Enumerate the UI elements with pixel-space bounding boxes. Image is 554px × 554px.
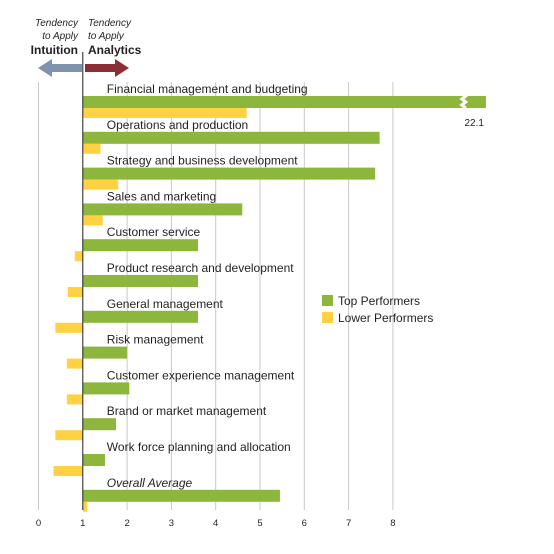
category-labels: Financial management and budgeting Operat… <box>107 82 308 490</box>
top-performers-bar <box>82 346 128 359</box>
direction-header: Tendency to Apply Intuition Tendency to … <box>31 18 142 77</box>
axis-break-value-label: 22.1 <box>464 118 484 129</box>
category-label: Work force planning and allocation <box>107 440 291 454</box>
legend-entry-label: Top Performers <box>338 294 420 308</box>
x-tick-label-2: 2 <box>124 518 129 529</box>
x-tick-label-6: 6 <box>302 518 307 529</box>
category-label: Operations and production <box>107 118 248 132</box>
intuition-arrow-icon <box>38 59 82 77</box>
intuition-caption-line-2: to Apply <box>42 31 79 42</box>
axis-break-mark <box>459 91 469 110</box>
lower-performers-bar <box>74 251 83 262</box>
lower-performers-bar <box>66 394 83 405</box>
analytics-arrow-icon <box>85 59 129 77</box>
top-performers-bar <box>82 418 117 431</box>
lower-performers-bar <box>66 358 83 369</box>
x-tick-label-0: 0 <box>36 518 41 529</box>
lower-performers-bar <box>82 501 88 512</box>
x-tick-label-5: 5 <box>257 518 262 529</box>
analytics-label: Analytics <box>88 43 142 57</box>
category-label: Customer experience management <box>107 368 295 382</box>
lower-performers-bar <box>53 466 83 476</box>
top-performers-bar <box>82 239 198 252</box>
lower-performers-bar <box>82 215 103 226</box>
intuition-caption-line-1: Tendency <box>35 18 79 29</box>
lower-performers-bar <box>82 108 247 118</box>
category-label: Strategy and business development <box>107 154 298 168</box>
bars: 22.1 <box>53 91 486 512</box>
x-axis-ticks: 0 1 2 3 4 5 6 7 8 <box>36 518 396 529</box>
x-tick-label-8: 8 <box>390 518 395 529</box>
category-label: Customer service <box>107 225 201 239</box>
intuition-label: Intuition <box>31 43 78 57</box>
legend-swatch <box>322 312 333 323</box>
top-performers-bar <box>82 131 380 144</box>
top-performers-bar <box>82 454 105 466</box>
lower-performers-bar <box>82 143 101 154</box>
x-tick-label-3: 3 <box>169 518 174 529</box>
top-performers-bar <box>82 382 130 395</box>
analytics-caption-line-1: Tendency <box>88 18 132 29</box>
category-label: Sales and marketing <box>107 189 216 203</box>
legend: Top Performers Lower Performers <box>322 294 433 325</box>
top-performers-bar <box>82 203 243 216</box>
category-label: Overall Average <box>107 476 193 490</box>
category-label: General management <box>107 297 224 311</box>
lower-performers-bar <box>55 430 83 441</box>
category-label: Risk management <box>107 333 204 347</box>
top-performers-bar <box>82 310 198 323</box>
lower-performers-bar <box>67 287 83 297</box>
legend-swatch <box>322 295 333 306</box>
lower-performers-bar <box>55 322 83 333</box>
category-label: Brand or market management <box>107 404 267 418</box>
top-performers-bar <box>82 167 376 180</box>
x-tick-label-4: 4 <box>213 518 218 529</box>
category-label: Product research and development <box>107 261 294 275</box>
x-tick-label-1: 1 <box>80 518 85 529</box>
x-tick-label-7: 7 <box>346 518 351 529</box>
analytics-caption-line-2: to Apply <box>88 31 125 42</box>
legend-entry-label: Lower Performers <box>338 311 433 325</box>
gridlines <box>38 82 394 510</box>
top-performers-bar <box>82 489 280 502</box>
top-performers-bar <box>82 275 198 287</box>
top-performers-bar <box>82 96 486 108</box>
lower-performers-bar <box>82 179 119 190</box>
category-label: Financial management and budgeting <box>107 82 308 96</box>
